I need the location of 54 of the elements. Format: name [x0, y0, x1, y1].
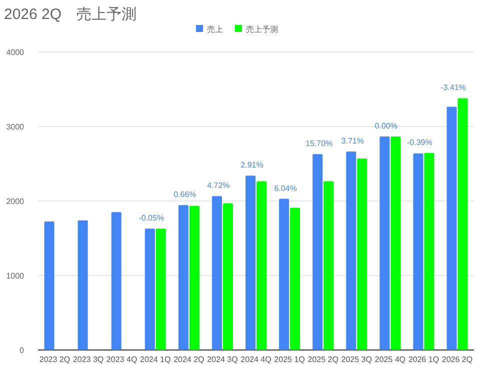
legend-label: 売上 — [207, 25, 223, 34]
bar — [413, 153, 424, 350]
chart-title: 2026 2Q 売上予測 — [4, 6, 137, 23]
x-tick-label: 2024 4Q — [240, 355, 272, 364]
annotation: 0.66% — [174, 190, 196, 200]
bar — [212, 196, 222, 350]
annotation: 3.71% — [341, 136, 364, 146]
y-tick-label: 4000 — [6, 48, 25, 57]
bar — [390, 136, 401, 350]
x-tick-label: 2024 1Q — [140, 355, 171, 364]
bar — [446, 106, 457, 350]
x-tick-label: 2025 4Q — [374, 355, 406, 364]
annotation: 2.91% — [240, 160, 264, 170]
annotation: -3.41% — [440, 83, 466, 92]
annotation: 4.72% — [207, 181, 230, 190]
bar — [312, 154, 323, 350]
bar — [222, 203, 233, 350]
annotation: 0.00% — [374, 122, 398, 131]
legend-label: 売上予測 — [246, 25, 278, 34]
x-tick-label: 2023 3Q — [72, 355, 104, 364]
x-tick-label: 2024 3Q — [207, 355, 238, 364]
bar — [357, 158, 368, 350]
bar — [189, 206, 200, 350]
x-tick-label: 2026 2Q — [442, 355, 473, 364]
y-tick-label: 1000 — [6, 272, 25, 280]
x-tick-label: 2024 2Q — [174, 355, 204, 364]
bar — [178, 205, 188, 350]
bar — [424, 152, 434, 350]
annotation: -0.05% — [138, 214, 164, 223]
y-tick-label: 2000 — [6, 197, 25, 206]
bar — [380, 136, 390, 350]
x-tick-label: 2026 1Q — [408, 355, 440, 364]
y-tick-label: 3000 — [6, 122, 25, 132]
bar — [144, 228, 155, 350]
x-tick-label: 2025 2Q — [308, 355, 338, 364]
bar — [458, 98, 468, 350]
annotation: -0.39% — [407, 138, 432, 147]
bar — [44, 221, 54, 350]
annotation: 6.04% — [274, 184, 297, 193]
bar — [246, 176, 256, 350]
bar — [156, 228, 166, 350]
x-tick-label: 2023 2Q — [39, 355, 70, 364]
x-tick-label: 2025 1Q — [274, 355, 305, 364]
bar — [346, 151, 356, 350]
x-tick-label: 2025 3Q — [341, 355, 372, 364]
bar — [324, 181, 334, 350]
bar — [279, 198, 290, 350]
bar — [290, 208, 300, 350]
annotation: 15.70% — [306, 139, 333, 148]
y-tick-label: 0 — [20, 346, 25, 355]
bar — [256, 181, 266, 350]
bar — [111, 212, 122, 350]
x-tick-label: 2023 4Q — [106, 355, 138, 364]
bar — [78, 220, 88, 350]
